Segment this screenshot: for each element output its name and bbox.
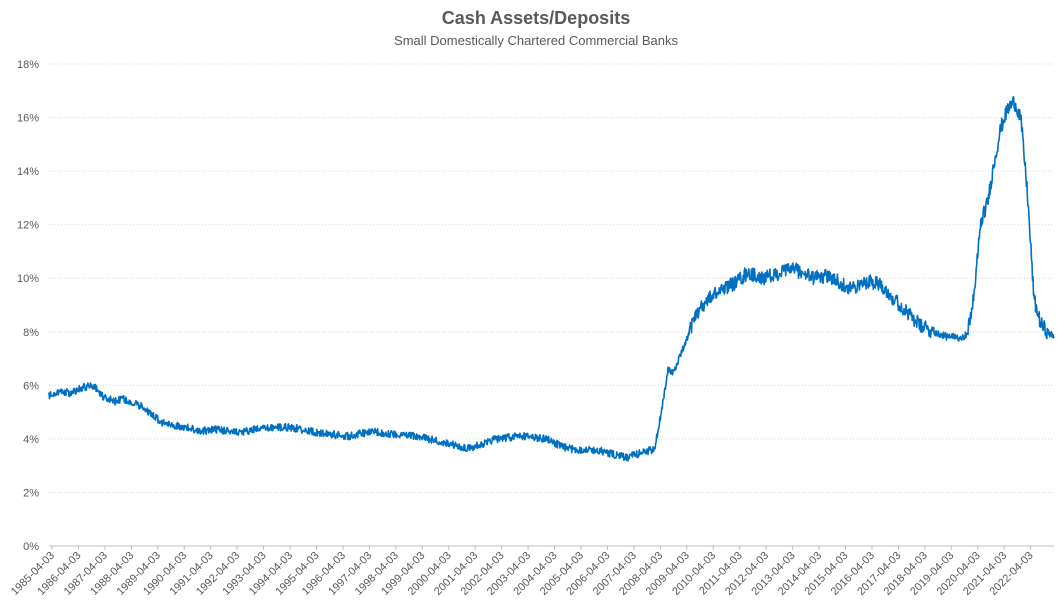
y-axis-labels: 0% 2% 4% 6% 8% 10% 12% 14% 16% 18% [17, 59, 39, 553]
y-tick-label: 16% [17, 113, 39, 125]
x-axis [49, 545, 1054, 550]
series-layer [48, 96, 1055, 462]
y-tick-label: 0% [23, 541, 39, 553]
y-tick-label: 12% [17, 220, 39, 232]
gridlines [49, 63, 1054, 493]
chart-subtitle: Small Domestically Chartered Commercial … [394, 33, 678, 48]
y-tick-label: 18% [17, 59, 39, 71]
series-line-cash-assets-deposits [48, 96, 1055, 462]
x-axis-labels: 1985-04-031986-04-031987-04-031988-04-03… [9, 550, 1036, 598]
y-tick-label: 8% [23, 327, 39, 339]
y-tick-label: 6% [23, 380, 39, 392]
y-tick-label: 14% [17, 166, 39, 178]
chart-title: Cash Assets/Deposits [442, 8, 630, 28]
y-tick-label: 10% [17, 273, 39, 285]
y-tick-label: 2% [23, 487, 39, 499]
y-tick-label: 4% [23, 434, 39, 446]
